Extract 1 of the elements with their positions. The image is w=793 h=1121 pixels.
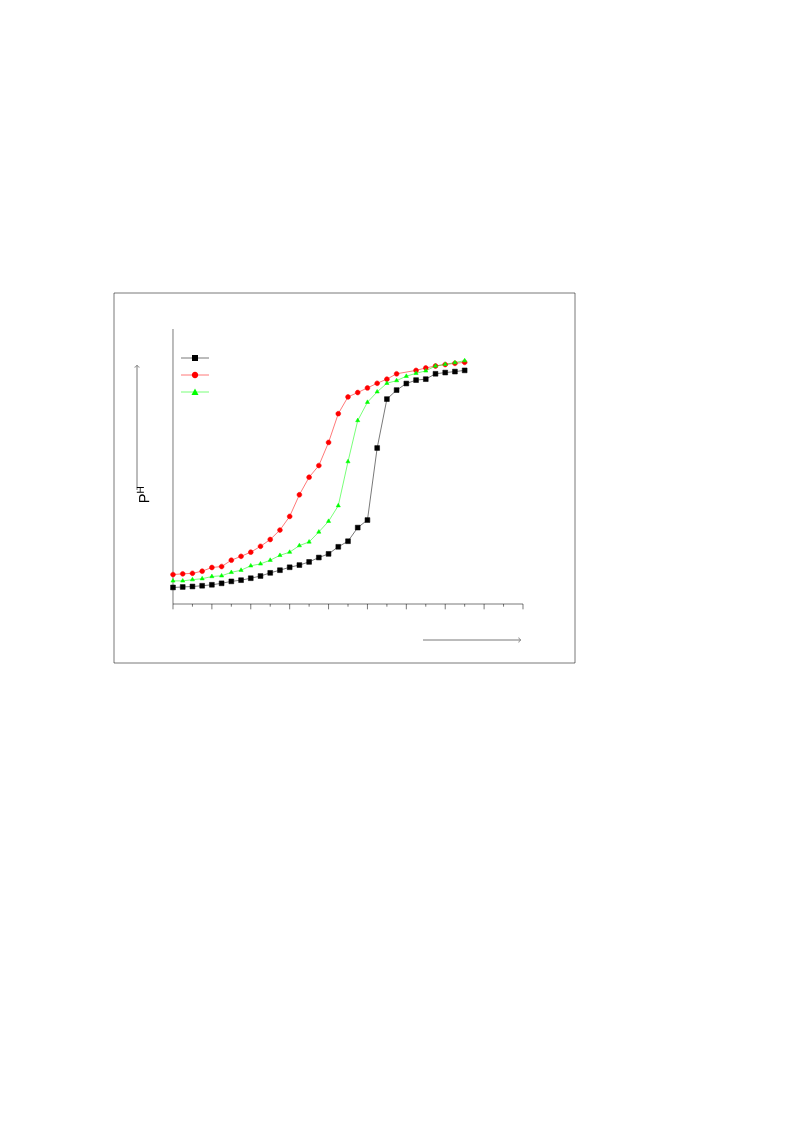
y-axis-title: P$^{H}$: [136, 486, 150, 503]
